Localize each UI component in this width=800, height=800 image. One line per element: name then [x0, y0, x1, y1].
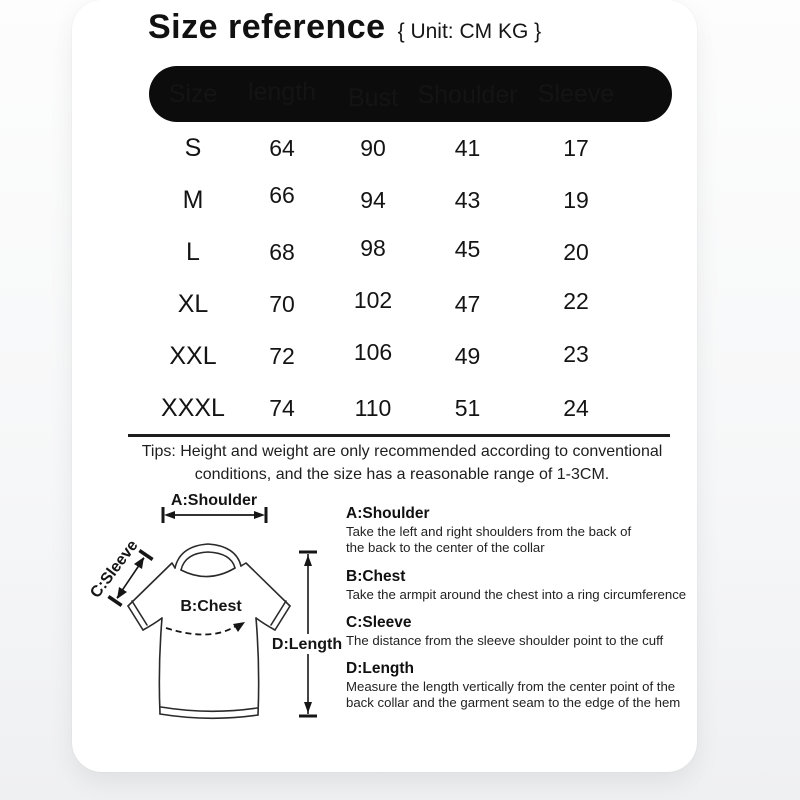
table-cell: 49 [454, 342, 481, 369]
page-title: Size reference [148, 8, 386, 46]
size-label: XXL [169, 341, 217, 370]
measurement-title: B:Chest [346, 567, 406, 585]
table-cell: 70 [269, 290, 295, 317]
unit-note: { Unit: CM KG } [397, 20, 542, 43]
measurement-title: D:Length [346, 660, 415, 678]
sleeve-arrow [107, 549, 154, 607]
size-label: L [186, 237, 200, 266]
table-cell: 68 [269, 238, 295, 265]
table-cell: 22 [563, 287, 589, 314]
chest-label: B:Chest [180, 598, 242, 615]
column-header-sleeve: Sleeve [537, 79, 615, 108]
measurement-desc-line: Take the left and right shoulders from t… [346, 524, 632, 539]
length-label-bg [269, 634, 345, 654]
measurement-desc-line: Take the armpit around the chest into a … [346, 586, 687, 602]
size-label: XXXL [161, 393, 225, 422]
column-header-size: Size [168, 79, 218, 108]
table-cell: 98 [360, 234, 386, 261]
shoulder-label: A:Shoulder [171, 492, 257, 509]
table-cell: 72 [269, 342, 295, 369]
chest-curve [165, 622, 245, 636]
measurement-item-shoulder: A:Shoulder Take the left and right shoul… [346, 505, 691, 557]
measurement-desc-line: the back to the center of the collar [346, 540, 545, 556]
table-cell: 24 [563, 394, 589, 421]
table-cell: 102 [353, 286, 393, 313]
tips-note: Tips: Height and weight are only recomme… [122, 440, 682, 486]
measurement-desc-line: Measure the length vertically from the c… [346, 679, 676, 695]
table-cell: 47 [454, 290, 481, 317]
table-cell: 23 [563, 340, 589, 367]
table-cell: 64 [269, 134, 295, 161]
table-cell: 90 [360, 134, 386, 161]
size-label: S [184, 133, 202, 162]
size-table-header: Size length Bust Shoulder Sleeve [149, 66, 672, 122]
measurement-item-length: D:Length Measure the length vertically f… [346, 660, 691, 712]
title-row: Size reference { Unit: CM KG } [148, 8, 541, 47]
table-cell: 41 [454, 134, 481, 161]
tips-line-1: Tips: Height and weight are only recomme… [141, 443, 663, 460]
shoulder-arrow [161, 507, 268, 523]
table-cell: 106 [353, 338, 393, 365]
table-cell: 45 [454, 235, 481, 262]
measurement-desc-line: The distance from the sleeve shoulder po… [346, 632, 664, 648]
sleeve-label: C:Sleeve [88, 537, 142, 601]
table-cell: 110 [354, 394, 392, 421]
table-cell: 17 [563, 134, 589, 161]
table-cell: 74 [269, 394, 295, 421]
measurement-title: A:Shoulder [346, 505, 430, 522]
tshirt-measurement-diagram: A:Shoulder C:Sleeve [88, 492, 345, 720]
table-cell: 43 [454, 186, 481, 213]
size-label: M [182, 185, 204, 214]
length-label: D:Length [272, 636, 342, 653]
size-label: XL [177, 289, 209, 318]
table-cell: 51 [454, 394, 481, 421]
column-header-shoulder: Shoulder [417, 80, 518, 109]
size-table-body: S 64 90 41 17 M 66 94 43 19 L 68 98 45 2… [149, 122, 672, 434]
column-header-length: length [247, 77, 317, 106]
table-bottom-rule [128, 434, 670, 437]
measurement-title: C:Sleeve [346, 613, 412, 631]
measurement-descriptions: A:Shoulder Take the left and right shoul… [346, 505, 691, 723]
table-cell: 20 [563, 238, 589, 265]
tshirt-outline [127, 543, 291, 720]
table-cell: 66 [269, 181, 295, 208]
table-cell: 94 [360, 186, 386, 213]
column-header-bust: Bust [347, 83, 399, 112]
tips-line-2: conditions, and the size has a reasonabl… [194, 466, 610, 483]
measurement-item-chest: B:Chest Take the armpit around the chest… [346, 568, 691, 603]
measurement-desc-line: back collar and the garment seam to the … [346, 695, 681, 711]
measurement-item-sleeve: C:Sleeve The distance from the sleeve sh… [346, 614, 691, 649]
size-guide-card: Size reference { Unit: CM KG } Size leng… [72, 0, 697, 772]
table-cell: 19 [563, 186, 589, 213]
